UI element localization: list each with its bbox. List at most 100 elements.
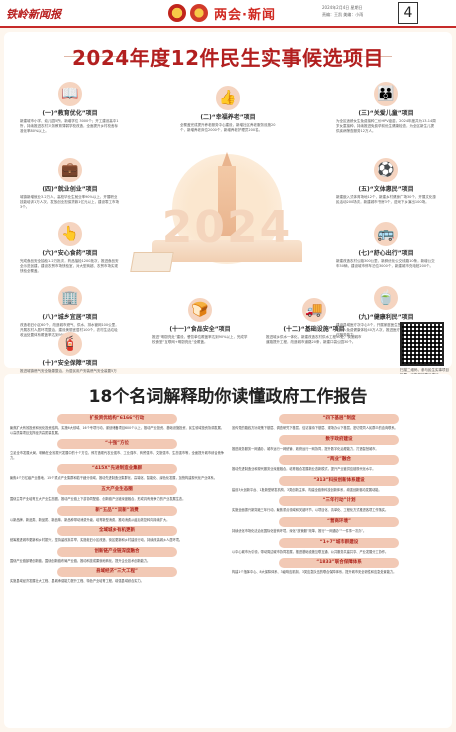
- open-book-shape: [130, 252, 174, 272]
- project-item: 🚌 (七)“舒心出行”项目 新建改造农村公路300公里，新辟优化公交线路10条，…: [336, 222, 436, 269]
- thumbs-up-icon: 👍: [216, 86, 240, 110]
- project-item: 🍞 (十一)“食品安全”项目 推进“明厨亮灶”建设，餐饮单位覆盖率达到90%以上…: [152, 298, 248, 345]
- glossary-definition: 以中心城市为引领，带动周边城市协同发展，推进基础设施互联互通、公共服务共建共享、…: [232, 549, 389, 554]
- glossary-entry: “三年行动”计划 实施全面振兴新突破三年行动，聚焦重点领域和关键环节，以项目化、清…: [232, 496, 446, 513]
- glossary-entry: “415X”先进制造业集群 聚焦4个万亿级产业基地、15个重点产业集群和若干细分领…: [10, 464, 224, 481]
- hall-shape: [152, 240, 302, 262]
- project-name: (二)“幸福养老”项目: [200, 114, 256, 121]
- glossary-term: “四下基层”制度: [279, 414, 399, 424]
- glossary-term: “两业”融合: [279, 455, 399, 466]
- glossary-definition: 立足全市发展大局，明确在全省振兴发展中的十个方位，即打造现代农业强市、工业强市、…: [10, 451, 224, 460]
- glossary-section: 18个名词解释助你读懂政府工作报告 扩投资优结构“6166”行动聚焦扩大有效投资…: [4, 374, 452, 728]
- project-desc: 新建改造农村公路300公里，新辟优化公交线路10条，新增公交车50辆，建设城市停…: [336, 259, 435, 268]
- project-desc: 改造老旧小区60个，改造城市燃气、供水、排水管网100公里，开展农村人居环境整治…: [20, 323, 119, 337]
- fire-extinguisher-icon: 🧯: [58, 332, 82, 356]
- project-item: 👪 (三)“关爱儿童”项目 为全区适龄女生免费接种二价HPV疫苗，2024年度共…: [336, 82, 436, 134]
- year-graphic: 2024: [161, 202, 293, 253]
- project-desc: 推进城乡供水一体化，新建改造农村供水工程50处，实施城市道路提升工程，改造城市道…: [266, 335, 362, 344]
- project-desc: 完成食品安全抽检1.2万批次，药品抽检1200批次，推进食品安全示范创建，建设农…: [20, 259, 119, 273]
- bread-icon: 🍞: [188, 298, 212, 322]
- glossary-definition: 实施全面振兴新突破三年行动，聚焦重点领域和关键环节，以项目化、清单化、工程化方式…: [232, 508, 389, 513]
- glossary-entry: “313”科技创新体系建设 建设3大创新平台、1批新型研发机构、3类创新主体，构建…: [232, 475, 446, 493]
- glossary-term: 全域城乡有机更新: [57, 526, 177, 537]
- project-desc: 为全区适龄女生免费接种二价HPV疫苗，2024年度共为13-14周岁女童接种，持…: [336, 119, 436, 133]
- glossary-entry: “十强”方位 立足全市发展大局，明确在全省振兴发展中的十个方位，即打造现代农业强市…: [10, 439, 224, 460]
- project-desc: 全覆盖完成提升养老服务中心建设，新增社区养老服务设施20个，新增养老床位2000…: [180, 123, 276, 132]
- glossary-definition: 建设3大创新平台、1批新型研发机构、3类创新主体，构建全链条科技创新体系，增强创…: [232, 487, 382, 492]
- glossary-entry: “营商环境” 持续优化市场化法治化国际化营商环境，深化“放管服”改革，推行“一网通…: [232, 516, 446, 534]
- glossary-entry: 五大产业生态圈 围绕主导产业培育五大产业生态圈，推动产业链上下游协同配套、创新链产…: [10, 484, 224, 502]
- title-rule-left: [64, 56, 124, 57]
- project-name: (八)“城乡宜居”项目: [42, 314, 98, 321]
- glossary-term: 创新链产业链深度融合: [57, 546, 177, 557]
- project-name: (三)“关爱儿童”项目: [358, 110, 414, 117]
- project-name: (十)“安全保障”项目: [42, 360, 98, 367]
- glossary-term: 县域经济“三大工程”: [57, 567, 177, 578]
- glossary-definition: 聚焦扩大有效投资和优化投资结构，实施6大领域、16个专项行动，谋划储备项目600…: [10, 426, 224, 435]
- glossary-term: 新“五品”“双新”消费: [57, 505, 177, 516]
- issue-date: 2024年2月4日 星期日: [322, 5, 363, 10]
- masthead: 铁岭新闻报 两会·新闻 2024年2月4日 星期日 责编：王凯 美编：小雨 4: [0, 0, 456, 28]
- section-title: 18个名词解释助你读懂政府工作报告: [88, 387, 368, 407]
- project-name: (十一)“食品安全”项目: [169, 326, 231, 333]
- glossary-left-column: 扩投资优结构“6166”行动聚焦扩大有效投资和优化投资结构，实施6大领域、16个…: [10, 414, 224, 588]
- project-item: 👆 (六)“安心食药”项目 完成食品安全抽检1.2万批次，药品抽检1200批次，…: [20, 222, 120, 274]
- truck-icon: 🚚: [302, 298, 326, 322]
- glossary-term: 数字政府建设: [279, 434, 399, 445]
- glossary-right-column: “四下基层”制度宣传党的路线方针政策下基层、调查研究下基层、信访接待下基层、现场…: [232, 414, 446, 579]
- ball-icon: ⚽: [374, 158, 398, 182]
- building-icon: 🏢: [58, 286, 82, 310]
- project-item: 🏢 (八)“城乡宜居”项目 改造老旧小区60个，改造城市燃气、供水、排水管网10…: [20, 286, 120, 338]
- glossary-entry: “1833”联合保障体系 构建1个指挥中心、8大保障体系、3级响应机制、3类应急队…: [232, 558, 446, 575]
- glossary-definition: 统筹推进城市更新和乡村振兴，坚持留改拆并举，实施老旧小区改造、街区更新和乡村建设…: [10, 538, 183, 543]
- glossary-entry: 全域城乡有机更新 统筹推进城市更新和乡村振兴，坚持留改拆并举，实施老旧小区改造、街…: [10, 526, 224, 543]
- glossary-term: 五大产业生态圈: [57, 484, 177, 495]
- project-name: (六)“安心食药”项目: [42, 250, 98, 257]
- project-name: (九)“健康利民”项目: [358, 314, 414, 321]
- glossary-definition: 推进政务服务一网通办、城市运行一网统管、政府运行一网协同，提升数字化治理能力，打…: [232, 446, 379, 451]
- glossary-entry: 县域经济“三大工程” 实施县域经济发展壮大工程、县城承载能力提升工程、特色产业培育…: [10, 567, 224, 584]
- glossary-term: “415X”先进制造业集群: [57, 464, 177, 475]
- glossary-definition: 推动先进制造业和现代服务业深度融合，培育融合发展新业态新模式，提升产业链供应链现…: [232, 467, 376, 472]
- project-item: 👍 (二)“幸福养老”项目 全覆盖完成提升养老服务中心建设，新增社区养老服务设施…: [180, 86, 276, 133]
- glossary-term: 扩投资优结构“6166”行动: [57, 414, 177, 424]
- issue-editors: 责编：王凯 美编：小雨: [322, 12, 364, 17]
- project-desc: 新建嵌入式体育场地12个，新建乡村健身广场30个，开展文化惠民活动200场次，新…: [336, 195, 436, 204]
- glossary-term: “三年行动”计划: [279, 496, 399, 507]
- project-item: 📖 (一)“教育优化”项目 新建城市小学、幼儿园5所，新增学位 3000个；开工…: [20, 82, 120, 134]
- glossary-term: “313”科技创新体系建设: [279, 475, 399, 486]
- section-title: 2024年度12件民生实事候选项目: [72, 46, 384, 70]
- glossary-entry: “两业”融合 推动先进制造业和现代服务业深度融合，培育融合发展新业态新模式，提升产…: [232, 455, 446, 472]
- glossary-term: “营商环境”: [279, 516, 399, 527]
- glossary-definition: 聚焦4个万亿级产业基地、15个重点产业集群和若干细分领域，推动先进制造业集群化、…: [10, 476, 217, 481]
- glossary-definition: 宣传党的路线方针政策下基层、调查研究下基层、信访接待下基层、现场办公下基层，密切…: [232, 426, 398, 430]
- section-name: 两会·新闻: [214, 8, 276, 23]
- glossary-entry: 数字政府建设 推进政务服务一网通办、城市运行一网统管、政府运行一网协同，提升数字化…: [232, 434, 446, 452]
- national-emblem-icon: [168, 4, 186, 22]
- project-name: (七)“舒心出行”项目: [358, 250, 414, 257]
- project-name: (四)“就业创业”项目: [42, 186, 98, 193]
- glossary-entry: 扩投资优结构“6166”行动聚焦扩大有效投资和优化投资结构，实施6大领域、16个…: [10, 414, 224, 435]
- project-item: 💼 (四)“就业创业”项目 城镇新增就业3.2万人，高校毕业生就业率90%以上，…: [20, 158, 120, 210]
- title-rule-right: [332, 56, 392, 57]
- qr-code[interactable]: [400, 322, 444, 366]
- project-item: 🧯 (十)“安全保障”项目 推进城镇燃气安全隐患整治，为居民用户安装燃气安全装置…: [20, 332, 120, 379]
- glossary-definition: 围绕产业链部署创新链，围绕创新链布局产业链，推动科技成果就地转化，提升企业技术创…: [10, 558, 151, 563]
- project-desc: 新建城市小学、幼儿园5所，新增学位 3000个；开工建设高中1所，持续推进农村义…: [20, 119, 119, 133]
- tower-shape: [218, 152, 236, 236]
- project-name: (十二)“基础设施”项目: [283, 326, 345, 333]
- glossary-entry: 创新链产业链深度融合 围绕产业链部署创新链，围绕创新链布局产业链，推动科技成果就地…: [10, 546, 224, 564]
- hand-icon: 👆: [58, 222, 82, 246]
- newspaper-brand: 铁岭新闻报: [6, 8, 61, 21]
- project-desc: 推进“明厨亮灶”建设，餐饮单位覆盖率达到90%以上，完成学校食堂“互联网+明厨亮…: [152, 335, 248, 344]
- glossary-entry: 新“五品”“双新”消费 以新品牌、新品类、新品质、新品味、新品种带动消费升级，培育…: [10, 505, 224, 523]
- glossary-definition: 围绕主导产业培育五大产业生态圈，推动产业链上下游协同配套、创新链产业链深度融合，…: [10, 496, 186, 501]
- glossary-definition: 构建1个指挥中心、8大保障体系、3级响应机制、3类应急队伍的联合保障体系，提升城…: [232, 570, 397, 575]
- glossary-entry: “四下基层”制度宣传党的路线方针政策下基层、调查研究下基层、信访接待下基层、现场…: [232, 414, 446, 431]
- project-name: (五)“文体惠民”项目: [358, 186, 414, 193]
- project-desc: 建设县域医疗次中心5个，开展家庭医生签约服务，为65岁以上老年人免费健康体检40…: [336, 323, 435, 337]
- book-icon: 📖: [58, 82, 82, 106]
- center-illustration: 2024: [130, 144, 322, 294]
- family-icon: 👪: [374, 82, 398, 106]
- project-item: 🚚 (十二)“基础设施”项目 推进城乡供水一体化，新建改造农村供水工程50处，实…: [266, 298, 362, 345]
